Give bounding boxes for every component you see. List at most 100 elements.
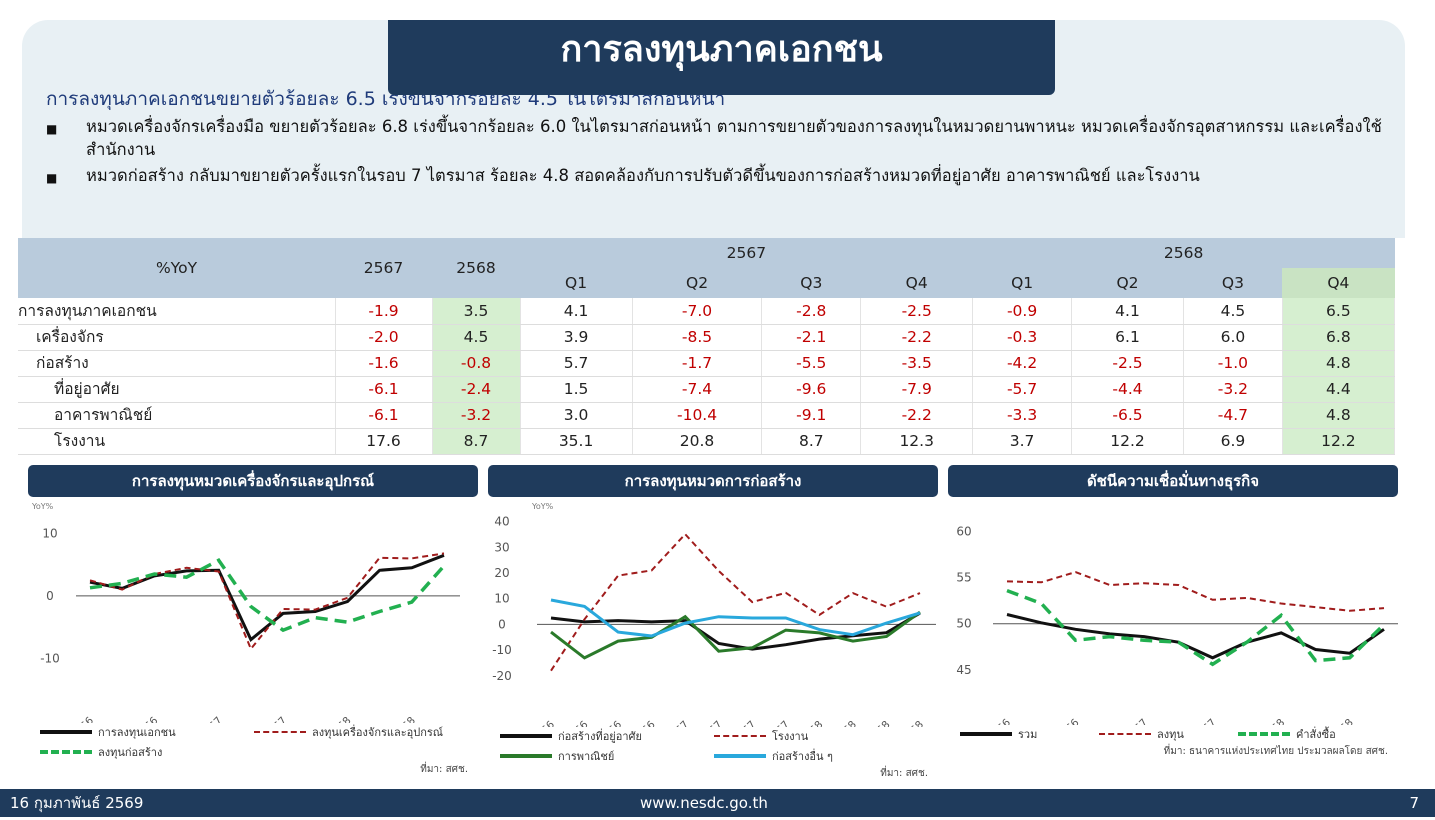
table-cell: -6.5	[1071, 402, 1185, 429]
page-title: การลงทุนภาคเอกชน	[388, 20, 1055, 95]
header-group: 2568	[972, 238, 1395, 268]
chart-title: การลงทุนหมวดเครื่องจักรและอุปกรณ์	[28, 464, 478, 497]
table-cell: -2.5	[1071, 350, 1185, 377]
x-tick-label: Q3/66	[129, 714, 160, 723]
table-cell: 4.1	[1071, 298, 1185, 325]
chart-source: ที่มา: สศช.	[880, 767, 928, 779]
chart-svg: -10 0 10 YoY% Q1/66 Q3/66 Q1/67 Q3/67 Q1/68 Q3/68	[31, 502, 460, 723]
table-cell: -0.3	[972, 324, 1072, 351]
table-cell: -0.8	[432, 350, 521, 377]
charts-row: การลงทุนหมวดเครื่องจักรและอุปกรณ์ -10 0 10 Y…	[0, 464, 1435, 783]
table-cell: -4.7	[1183, 402, 1283, 429]
table-cell: -0.9	[972, 298, 1072, 325]
legend-label: โรงงาน	[772, 729, 809, 743]
header-quarter: Q1	[520, 268, 633, 298]
legend-label: รวม	[1018, 727, 1038, 741]
y-tick-label: 55	[956, 570, 971, 584]
table-cell: -7.0	[632, 298, 763, 325]
legend-item: คำสั่งซื้อ	[1238, 727, 1363, 742]
row-label: โรงงาน	[18, 428, 336, 455]
x-tick-label: Q1/66	[65, 714, 96, 723]
chart-title: ดัชนีความเชื่อมั่นทางธุรกิจ	[948, 464, 1398, 497]
table-cell: -9.1	[761, 402, 862, 429]
footer: 16 กุมภาพันธ์ 2569 www.nesdc.go.th 7	[0, 788, 1435, 817]
header-quarter: Q2	[1071, 268, 1184, 298]
legend-label: ลงทุนเครื่องจักรและอุปกรณ์	[312, 725, 444, 739]
chart-legend: รวม ลงทุน คำสั่งซื้อ	[948, 725, 1398, 742]
table-cell: 3.9	[520, 324, 633, 351]
y-tick-label: 30	[494, 540, 509, 554]
page-number: 7	[1409, 793, 1419, 812]
y-tick-label: 10	[42, 526, 57, 540]
row-label: ที่อยู่อาศัย	[18, 376, 336, 403]
series-line	[550, 610, 921, 660]
legend-item: การพาณิชย์	[500, 749, 700, 764]
bullet-icon: ■	[46, 171, 58, 185]
x-tick-label: Q2/68	[828, 718, 859, 726]
table-cell: 12.2	[1282, 428, 1396, 455]
x-tick-label: Q1/68	[323, 714, 354, 722]
x-tick-label: Q4/68	[895, 718, 926, 726]
table-cell: 6.9	[1183, 428, 1283, 455]
table-cell: 6.5	[1282, 298, 1396, 325]
table-cell: -2.4	[432, 376, 521, 403]
x-tick-label: Q1/66	[982, 716, 1013, 725]
x-tick-label: Q3/68	[387, 714, 418, 722]
legend-swatch	[714, 735, 766, 737]
y-axis-label: YoY%	[531, 502, 554, 511]
table-row: โรงงาน 17.6 8.7 35.1 20.8 8.7 12.3 3.7 12.2 6.9 12…	[18, 428, 1396, 455]
y-tick-label: 0	[498, 617, 506, 631]
x-tick-label: Q3/68	[862, 718, 893, 726]
y-tick-label: -20	[492, 668, 512, 682]
table-cell: 4.4	[1282, 376, 1396, 403]
header-year: 2568	[432, 238, 520, 298]
header-quarter: Q2	[632, 268, 762, 298]
table-cell: -2.5	[860, 298, 974, 325]
table-cell: -4.4	[1071, 376, 1185, 403]
x-tick-label: Q3/68	[1325, 716, 1356, 724]
legend-item: ลงทุนก่อสร้าง	[40, 745, 240, 760]
legend-swatch	[960, 732, 1012, 736]
table-cell: -1.6	[335, 350, 433, 377]
series-line	[1006, 570, 1385, 612]
chart-source: ที่มา: ธนาคารแห่งประเทศไทย ประมวลผลโดย ส…	[1163, 745, 1388, 757]
x-tick-label: Q1/68	[1256, 716, 1287, 724]
table-cell: 4.5	[1183, 298, 1283, 325]
y-tick-label: -10	[492, 643, 512, 657]
y-axis-label: YoY%	[31, 502, 54, 511]
table-cell: 20.8	[632, 428, 763, 455]
table-cell: 3.7	[972, 428, 1072, 455]
x-tick-label: Q3/67	[1188, 716, 1219, 724]
table-cell: -3.3	[972, 402, 1072, 429]
table-cell: -1.9	[335, 298, 433, 325]
x-tick-label: Q2/67	[694, 718, 725, 726]
x-tick-label: Q1/66	[526, 718, 557, 727]
table-cell: -2.1	[761, 324, 862, 351]
table-cell: -2.2	[860, 402, 974, 429]
legend-label: คำสั่งซื้อ	[1296, 727, 1336, 741]
table-cell: 35.1	[520, 428, 633, 455]
table-cell: -1.7	[632, 350, 763, 377]
table-cell: 4.8	[1282, 350, 1396, 377]
series-line	[550, 598, 921, 638]
y-tick-label: 45	[956, 662, 971, 676]
legend-swatch	[500, 734, 552, 738]
legend-swatch	[1099, 733, 1151, 735]
header-quarter: Q3	[1183, 268, 1283, 298]
legend-item: โรงงาน	[714, 729, 914, 744]
x-tick-label: Q1/67	[1119, 716, 1150, 724]
table-cell: 4.5	[432, 324, 521, 351]
table-cell: 6.1	[1071, 324, 1185, 351]
table-row: เครื่องจักร -2.0 4.5 3.9 -8.5 -2.1 -2.2 -0.3 6.1…	[18, 324, 1396, 351]
y-tick-label: 50	[956, 616, 971, 630]
table-row: ก่อสร้าง -1.6 -0.8 5.7 -1.7 -5.5 -3.5 -4.2 -2.5-…	[18, 350, 1396, 377]
legend-label: ลงทุนก่อสร้าง	[98, 745, 163, 759]
header-quarter: Q4	[860, 268, 973, 298]
table-cell: 5.7	[520, 350, 633, 377]
footer-url[interactable]: www.nesdc.go.th	[640, 793, 768, 812]
chart-machinery: การลงทุนหมวดเครื่องจักรและอุปกรณ์ -10 0 10 Y…	[28, 464, 478, 779]
table-row: อาคารพาณิชย์ -6.1 -3.2 3.0 -10.4 -9.1 -2.2 -3.3…	[18, 402, 1396, 429]
table-cell: -6.1	[335, 376, 433, 403]
series-line	[550, 532, 921, 671]
header-year: 2567	[335, 238, 432, 298]
